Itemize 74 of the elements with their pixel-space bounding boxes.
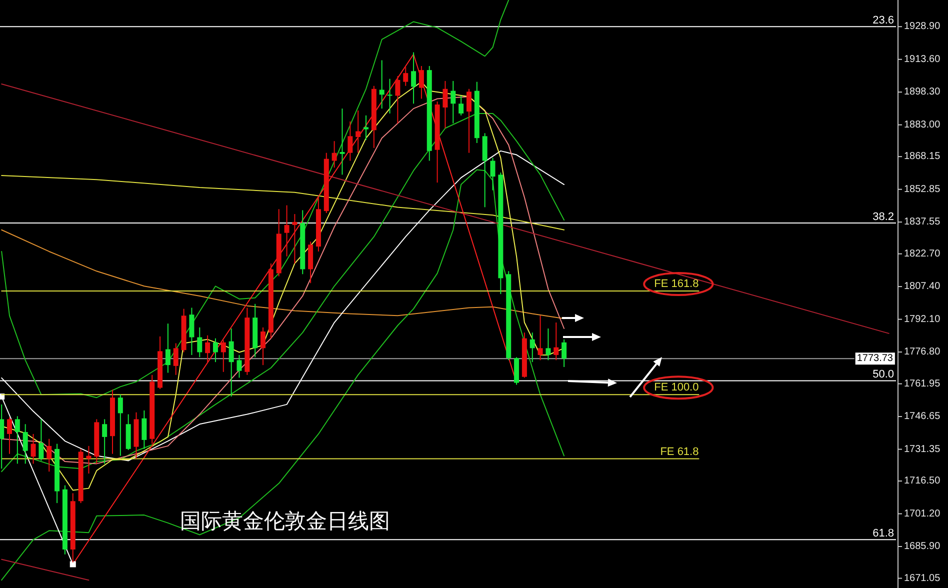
candlestick — [450, 80, 456, 124]
candlestick — [292, 214, 298, 264]
annotation: 38.2 — [872, 211, 894, 224]
y-tick-label: 1883.00 — [904, 119, 941, 130]
series-label: FE 61.8 — [660, 446, 699, 458]
candlestick — [395, 76, 400, 124]
candlestick — [212, 338, 218, 363]
candlestick — [86, 445, 92, 474]
candlestick — [284, 204, 290, 257]
candlestick — [22, 424, 28, 464]
candlestick — [562, 338, 567, 368]
annotation: 23.6 — [872, 14, 894, 27]
y-tick-label: 1746.65 — [904, 411, 941, 422]
candlestick — [442, 80, 448, 129]
candlestick — [411, 52, 416, 104]
y-tick-label: 1868.15 — [904, 151, 941, 162]
y-tick-label: 1701.20 — [904, 508, 941, 520]
line-series — [1, 0, 510, 398]
candlestick — [379, 60, 384, 110]
ref-line-label: 1773.73 — [856, 353, 894, 364]
candlestick — [7, 416, 12, 454]
candlestick — [538, 315, 543, 361]
candlestick — [165, 323, 170, 374]
candlestick — [260, 326, 266, 366]
annotation: 61.8 — [872, 528, 894, 540]
candlestick — [173, 342, 178, 376]
candlestick — [466, 88, 472, 154]
candlestick — [228, 328, 234, 398]
y-tick-label: 1776.80 — [904, 346, 941, 358]
candlestick — [14, 416, 20, 464]
candlestick — [189, 307, 194, 356]
y-tick-label: 1837.55 — [904, 216, 941, 228]
annotation: 50.0 — [872, 368, 894, 381]
y-tick-label: 1807.40 — [904, 281, 941, 292]
series-label: FE 100.0 — [654, 382, 699, 394]
series-label: FE 161.8 — [654, 278, 699, 290]
candlestick — [0, 404, 4, 470]
candlestick — [102, 418, 108, 464]
y-tick-label: 1928.90 — [904, 21, 941, 32]
candlestick — [364, 114, 369, 141]
candlestick — [387, 78, 392, 114]
candlestick — [530, 332, 535, 363]
candlestick — [142, 410, 147, 450]
candlestick — [118, 394, 123, 456]
candlestick — [332, 140, 337, 168]
y-tick-label: 1852.85 — [904, 184, 941, 195]
candlestick — [458, 95, 464, 116]
line-series — [1, 169, 565, 581]
y-tick-label: 1761.95 — [904, 378, 941, 390]
candlestick — [236, 354, 242, 378]
line-series — [1, 229, 565, 320]
y-tick-label: 1898.30 — [904, 86, 941, 98]
candlestick — [340, 108, 345, 176]
candlestick — [205, 334, 210, 363]
y-tick-label: 1671.05 — [904, 572, 941, 584]
y-tick-label: 1822.70 — [904, 248, 941, 260]
candlestick — [418, 66, 424, 100]
candlestick — [554, 322, 559, 361]
candlestick — [546, 328, 551, 361]
candlestick — [490, 157, 496, 191]
candlestick — [403, 66, 408, 86]
candlestick — [46, 438, 52, 472]
y-tick-label: 1913.60 — [904, 54, 941, 65]
candlestick — [38, 418, 44, 462]
candlestick — [197, 326, 202, 358]
y-tick-label: 1716.50 — [904, 476, 941, 487]
candlestick — [356, 110, 361, 154]
candlestick — [220, 340, 226, 372]
y-tick-label: 1685.90 — [904, 540, 941, 552]
candlestick — [348, 120, 353, 162]
line-series — [1, 175, 565, 230]
candlestick — [30, 433, 36, 464]
y-tick-label: 1792.10 — [904, 314, 941, 325]
y-tick-label: 1731.35 — [904, 444, 941, 455]
